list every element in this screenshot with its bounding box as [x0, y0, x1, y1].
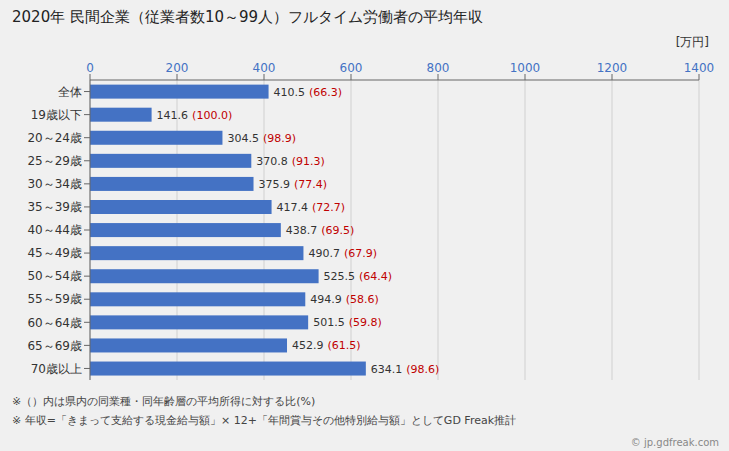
svg-text:55～59歳: 55～59歳 [27, 292, 82, 306]
svg-text:375.9(77.4): 375.9(77.4) [259, 177, 328, 190]
svg-text:19歳以下: 19歳以下 [31, 108, 82, 122]
svg-text:141.6(100.0): 141.6(100.0) [157, 108, 233, 121]
svg-text:1000: 1000 [510, 61, 541, 75]
svg-text:494.9(58.6): 494.9(58.6) [310, 293, 379, 306]
svg-text:417.4(72.7): 417.4(72.7) [277, 201, 346, 214]
html-text:※ 年収=「きまって支給する現金給与額」× 12+「年間賞与: ※ 年収=「きまって支給する現金給与額」× 12+「年間賞与その他特別給与額」と… [12, 414, 516, 427]
svg-text:70歳以上: 70歳以上 [31, 362, 82, 376]
html-text:※（）内は県内の同業種・同年齢層の平均所得に対する比(%): ※（）内は県内の同業種・同年齢層の平均所得に対する比(%) [12, 395, 316, 408]
svg-text:40～44歳: 40～44歳 [27, 223, 82, 237]
svg-text:全体: 全体 [58, 85, 82, 99]
svg-text:370.8(91.3): 370.8(91.3) [256, 154, 325, 167]
svg-text:50～54歳: 50～54歳 [27, 269, 82, 283]
svg-text:60～64歳: 60～64歳 [27, 316, 82, 330]
svg-text:20～24歳: 20～24歳 [27, 131, 82, 145]
html-text:2020年 民間企業（従業者数10～99人）フルタイム労働者: 2020年 民間企業（従業者数10～99人）フルタイム労働者の平均年収 [12, 8, 484, 26]
svg-text:438.7(69.5): 438.7(69.5) [286, 224, 355, 237]
svg-text:30～34歳: 30～34歳 [27, 177, 82, 191]
svg-text:634.1(98.6): 634.1(98.6) [371, 362, 440, 375]
svg-text:501.5(59.8): 501.5(59.8) [313, 316, 382, 329]
svg-text:1400: 1400 [684, 61, 715, 75]
html-text:© jp.gdfreak.com: © jp.gdfreak.com [630, 437, 719, 448]
svg-text:600: 600 [340, 61, 363, 75]
svg-text:410.5(66.3): 410.5(66.3) [274, 85, 343, 98]
svg-text:35～39歳: 35～39歳 [27, 200, 82, 214]
svg-text:490.7(67.9): 490.7(67.9) [308, 247, 377, 260]
html-text:[万円]: [万円] [675, 35, 709, 49]
svg-text:45～49歳: 45～49歳 [27, 246, 82, 260]
svg-text:25～29歳: 25～29歳 [27, 154, 82, 168]
svg-text:800: 800 [427, 61, 450, 75]
svg-text:452.9(61.5): 452.9(61.5) [292, 339, 361, 352]
svg-text:65～69歳: 65～69歳 [27, 339, 82, 353]
svg-text:525.5(64.4): 525.5(64.4) [324, 270, 393, 283]
svg-text:304.5(98.9): 304.5(98.9) [227, 131, 296, 144]
svg-text:400: 400 [253, 61, 276, 75]
svg-text:1200: 1200 [597, 61, 628, 75]
svg-text:200: 200 [166, 61, 189, 75]
svg-text:0: 0 [86, 61, 94, 75]
